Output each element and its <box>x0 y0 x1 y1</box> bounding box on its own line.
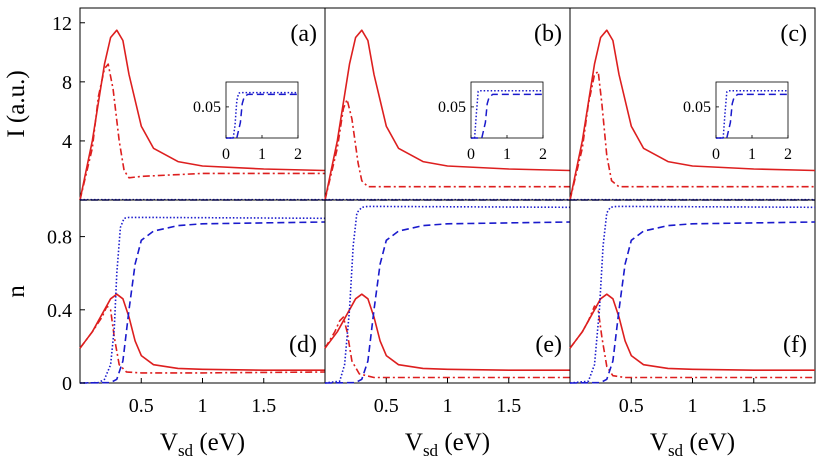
inset-frame-c <box>715 81 789 139</box>
inset-x-tick-label-a-2: 2 <box>294 146 302 163</box>
series-line-e-3 <box>324 221 571 384</box>
x-tick-label-d-2: 1.5 <box>251 395 276 417</box>
inset-y-tick-label-c-0: 0.05 <box>683 99 711 116</box>
series-line-f-2 <box>569 205 816 384</box>
x-tick-label-d-1: 1 <box>198 395 208 417</box>
panel-frame-e <box>324 199 571 384</box>
x-tick-label-f-2: 1.5 <box>741 395 766 417</box>
panel-label-a: (a) <box>290 21 317 47</box>
inset-series-line-a-1 <box>226 93 298 139</box>
x-axis-title-f: Vsd (eV) <box>650 429 735 459</box>
series-line-a-1 <box>79 63 325 201</box>
series-line-d-2 <box>79 216 326 384</box>
inset-x-tick-label-b-1: 1 <box>503 146 511 163</box>
series-line-f-0 <box>569 293 815 372</box>
inset-series-line-b-1 <box>471 93 543 139</box>
inset-series-line-c-1 <box>716 93 788 139</box>
inset-x-tick-label-c-1: 1 <box>748 146 756 163</box>
series-line-e-2 <box>324 205 571 384</box>
series-line-d-1 <box>79 305 326 374</box>
inset-series-line-b-0 <box>471 89 543 139</box>
panel-label-c: (c) <box>780 21 807 47</box>
x-axis-title-d: Vsd (eV) <box>160 429 245 459</box>
inset-x-tick-label-a-0: 0 <box>222 146 230 163</box>
x-tick-label-e-0: 0.5 <box>374 395 399 417</box>
panel-label-f: (f) <box>783 332 807 358</box>
y-tick-label-d-2: 0.8 <box>47 227 72 249</box>
series-line-e-0 <box>324 293 570 372</box>
inset-series-line-c-0 <box>716 89 788 139</box>
y-tick-label-a-1: 8 <box>62 72 72 94</box>
series-line-d-3 <box>79 221 326 384</box>
series-line-b-1 <box>324 98 570 201</box>
series-line-a-0 <box>79 29 326 201</box>
x-tick-label-e-2: 1.5 <box>496 395 521 417</box>
inset-x-tick-label-c-0: 0 <box>712 146 720 163</box>
x-axis-title-e: Vsd (eV) <box>405 429 490 459</box>
x-tick-label-d-0: 0.5 <box>129 395 154 417</box>
inset-x-tick-label-b-2: 2 <box>539 146 547 163</box>
x-tick-label-f-1: 1 <box>688 395 698 417</box>
inset-y-tick-label-a-0: 0.05 <box>193 99 221 116</box>
series-line-b-0 <box>324 29 571 201</box>
series-line-f-3 <box>569 221 816 384</box>
x-tick-label-f-0: 0.5 <box>619 395 644 417</box>
inset-frame-b <box>470 81 544 139</box>
series-line-f-1 <box>569 305 815 379</box>
panel-frame-f <box>569 199 816 384</box>
panel-label-e: (e) <box>535 332 562 358</box>
y-tick-label-a-2: 12 <box>52 13 72 35</box>
inset-x-tick-label-b-0: 0 <box>467 146 475 163</box>
inset-x-tick-label-c-2: 2 <box>784 146 792 163</box>
y-axis-title-d: n <box>3 285 30 298</box>
inset-y-tick-label-b-0: 0.05 <box>438 99 466 116</box>
series-line-c-1 <box>569 70 815 201</box>
inset-frame-a <box>225 81 299 139</box>
panel-label-d: (d) <box>289 332 317 358</box>
y-axis-title-a: I (a.u.) <box>3 70 30 137</box>
series-line-c-0 <box>569 29 816 201</box>
panel-label-b: (b) <box>534 21 562 47</box>
inset-x-tick-label-a-1: 1 <box>258 146 266 163</box>
y-tick-label-d-1: 0.4 <box>47 300 72 322</box>
series-line-e-1 <box>324 316 570 379</box>
y-tick-label-a-0: 4 <box>62 131 72 153</box>
y-tick-label-d-0: 0 <box>62 373 72 395</box>
x-tick-label-e-1: 1 <box>443 395 453 417</box>
inset-series-line-a-0 <box>226 91 298 139</box>
